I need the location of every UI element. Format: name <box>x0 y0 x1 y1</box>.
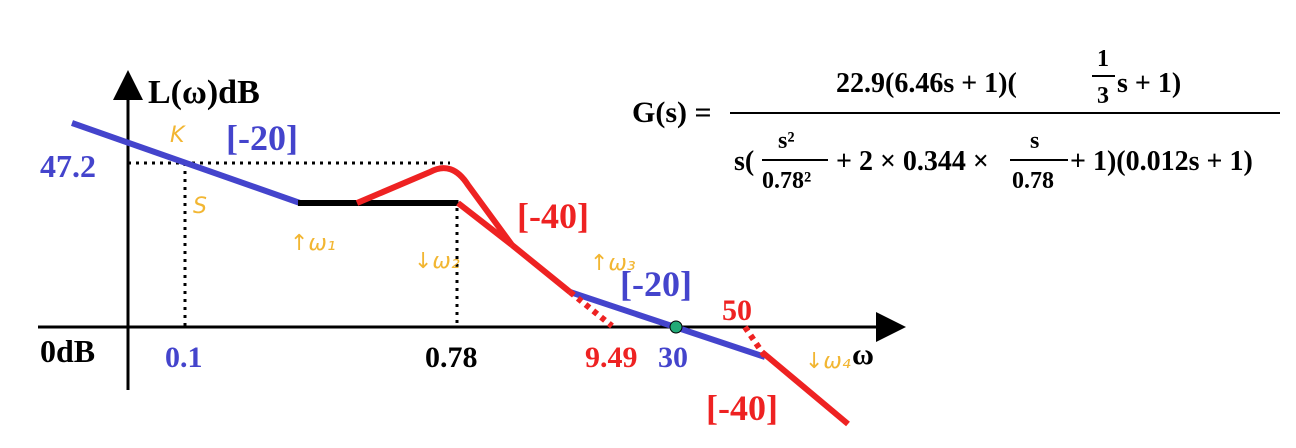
numerator-frac-num: 1 <box>1097 46 1109 72</box>
den-tail: + 1)(0.012s + 1) <box>1070 146 1253 177</box>
den-mid-term: + 2 × 0.344 × <box>836 146 989 177</box>
freq-label-9-49: 9.49 <box>585 341 638 374</box>
high-freq-line <box>760 349 850 427</box>
formula-lhs: G(s) = <box>632 96 712 129</box>
transfer-function: G(s) = 22.9(6.46s + 1)( 1 3 s + 1) s( s²… <box>632 46 1280 194</box>
freq-label-30: 30 <box>658 341 688 374</box>
y-axis-label: L(ω)dB <box>148 74 260 111</box>
corrected-curve <box>355 165 515 247</box>
den-frac1-num: s² <box>778 128 795 154</box>
den-frac1-den: 0.78² <box>762 168 811 194</box>
x-axis-label: ω <box>852 338 874 371</box>
freq-label-0-1: 0.1 <box>165 341 203 374</box>
handwritten-k: K <box>170 123 186 148</box>
den-frac2-num: s <box>1030 128 1039 154</box>
zero-db-label: 0dB <box>40 333 95 369</box>
low-freq-asymptote <box>71 120 301 206</box>
slope-label-low: [-20] <box>226 118 298 158</box>
freq-label-50: 50 <box>722 294 752 327</box>
den-frac2-den: 0.78 <box>1012 168 1054 194</box>
original-curve-bend <box>456 200 514 248</box>
handwritten-w3: ↑ω₃ <box>590 251 636 276</box>
handwritten-w2: ↓ω₂ <box>414 249 460 274</box>
slope-label-mid: [-40] <box>517 196 589 236</box>
numerator-part-a: 22.9(6.46s + 1)( <box>836 68 1017 99</box>
mid-slope-line <box>510 242 572 295</box>
slope-label-crossover: [-20] <box>620 264 692 304</box>
gain-label: 47.2 <box>40 148 96 184</box>
handwritten-w1: ↑ω₁ <box>290 231 336 256</box>
freq-label-0-78: 0.78 <box>425 341 478 374</box>
numerator-frac-den: 3 <box>1097 83 1109 109</box>
crossover-point <box>669 320 683 334</box>
handwritten-s: S <box>193 194 207 219</box>
denominator-s: s( <box>734 146 754 177</box>
slope-label-high: [-40] <box>706 388 778 428</box>
handwritten-w4: ↓ω₄ <box>805 349 851 374</box>
crossover-asymptote <box>569 289 766 360</box>
numerator-part-b: s + 1) <box>1117 68 1181 99</box>
